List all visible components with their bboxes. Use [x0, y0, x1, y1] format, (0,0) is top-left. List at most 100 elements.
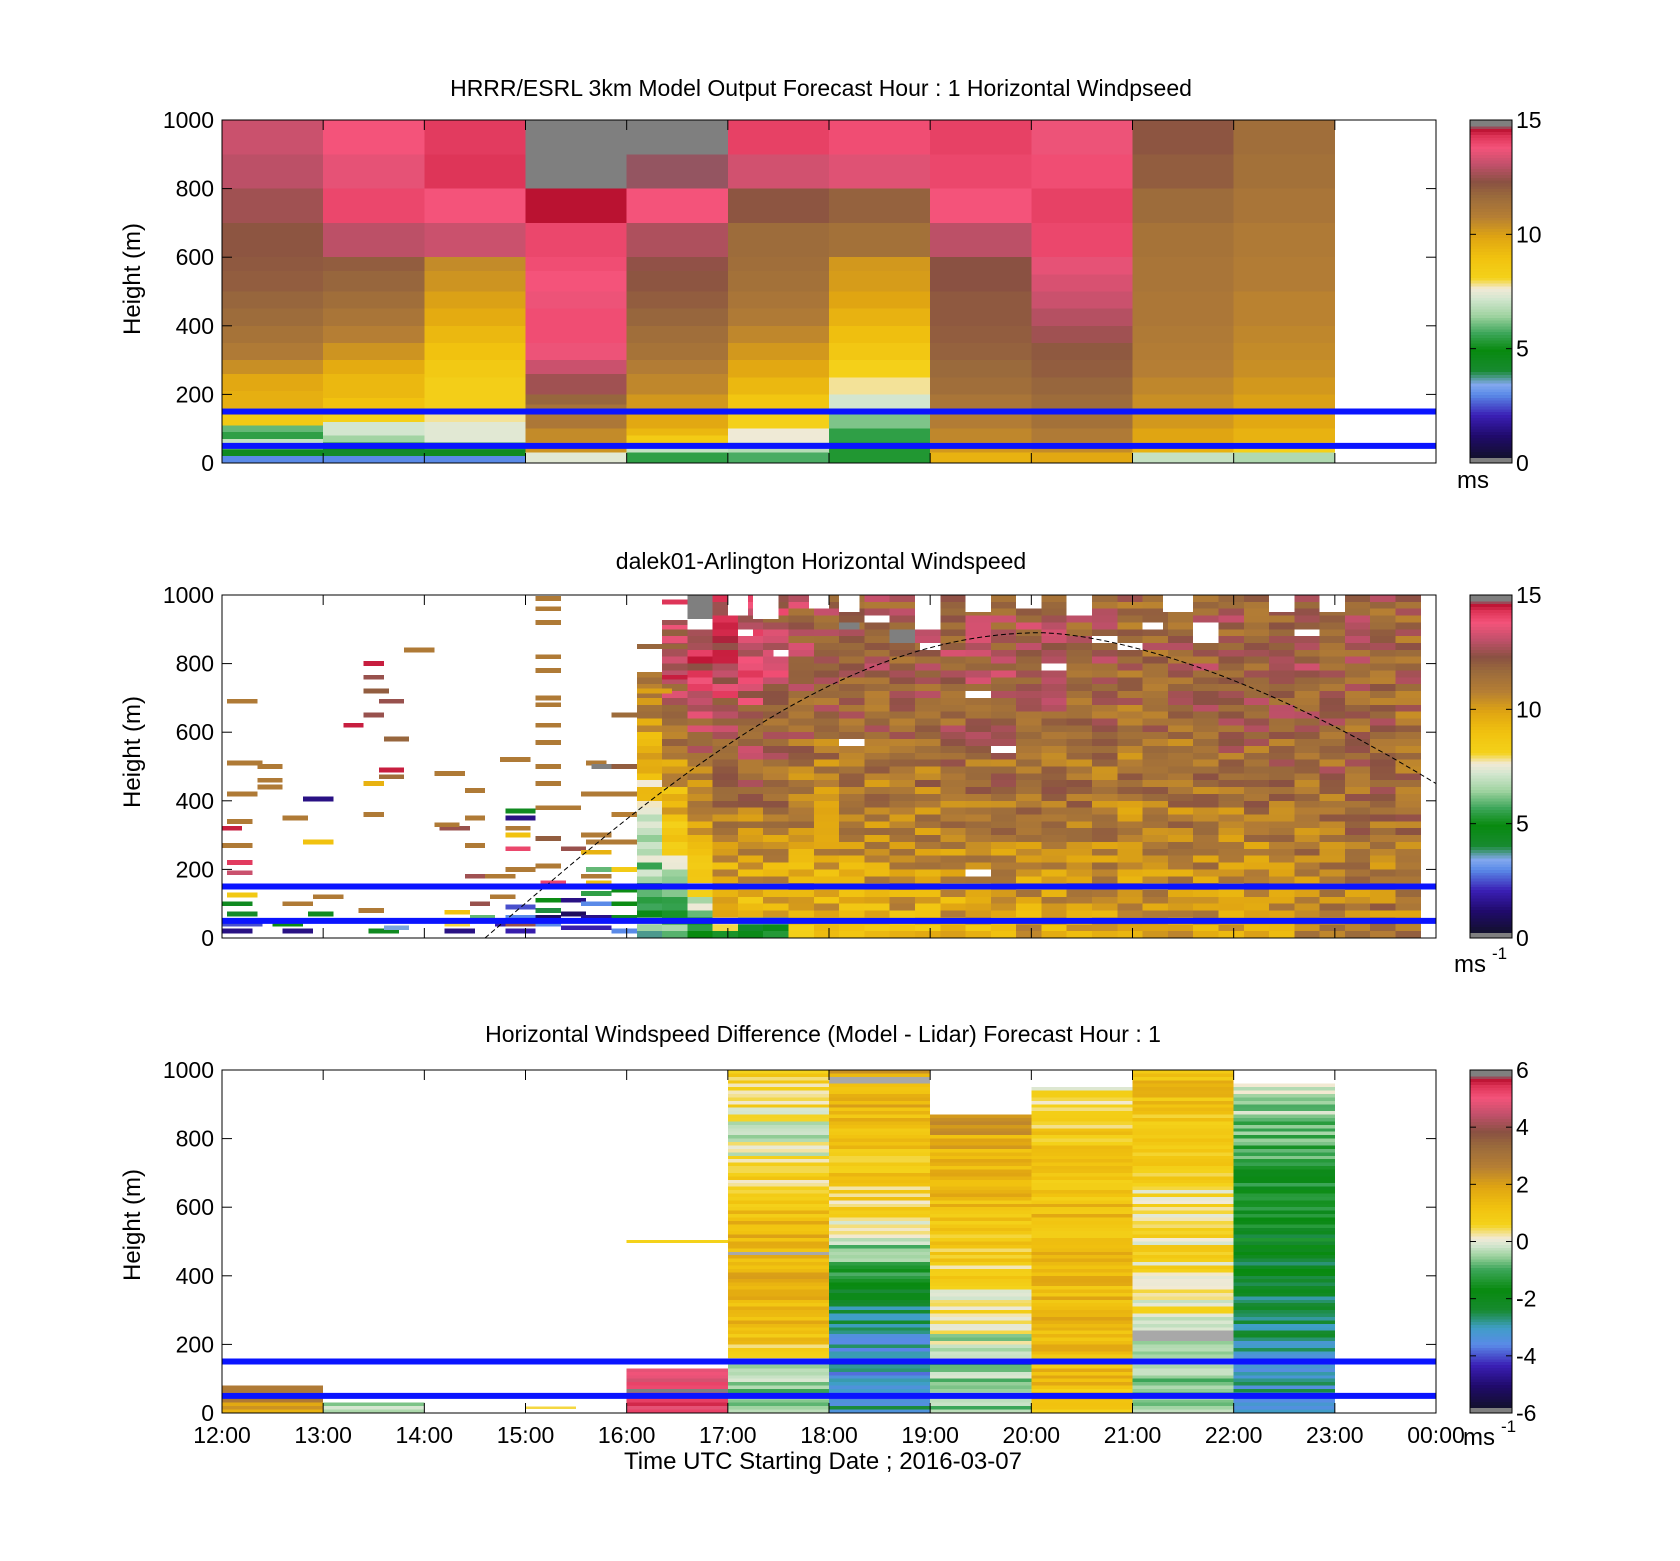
lidar-cell: [1016, 697, 1042, 705]
colorbar-swatch: [1470, 897, 1512, 902]
lidar-cell: [965, 718, 991, 726]
lidar-cell: [1041, 924, 1067, 932]
lidar-cell: [737, 835, 764, 842]
lidar-cell: [788, 739, 814, 746]
difference-cell: [1233, 1190, 1335, 1194]
lidar-sparse-segment: [363, 812, 384, 817]
lidar-sparse-segment: [307, 911, 334, 917]
heatmap-cell: [829, 428, 931, 443]
difference-cell: [829, 1244, 931, 1249]
lidar-cell: [763, 889, 789, 897]
difference-cell: [727, 1344, 829, 1348]
lidar-sparse-segment: [611, 887, 637, 893]
lidar-cell: [940, 608, 966, 616]
lidar-cell: [864, 629, 890, 637]
difference-cell: [930, 1286, 1032, 1290]
lidar-cell: [1395, 649, 1421, 657]
difference-cell: [930, 1214, 1032, 1218]
lidar-cell: [1092, 821, 1118, 829]
lidar-cell: [1319, 821, 1345, 829]
difference-cell: [222, 1385, 324, 1389]
lidar-cell: [1016, 677, 1042, 685]
panel-difference-ylabel: Height (m): [119, 1169, 146, 1281]
difference-cell: [829, 1090, 931, 1095]
lidar-cell: [1243, 862, 1270, 870]
lidar-cell: [1243, 732, 1270, 740]
x-tick-label: 23:00: [1306, 1422, 1364, 1448]
colorbar-swatch: [1470, 237, 1512, 241]
lidar-cell: [1142, 636, 1168, 644]
lidar-cell: [864, 835, 890, 842]
colorbar-swatch: [1470, 197, 1512, 201]
difference-cell: [1132, 1385, 1234, 1389]
colorbar-swatch: [1470, 906, 1512, 911]
lidar-sparse-segment: [358, 908, 384, 913]
lidar-cell: [687, 910, 713, 918]
difference-cell: [1031, 1114, 1133, 1119]
lidar-cell: [662, 773, 688, 781]
colorbar-swatch: [1470, 729, 1512, 733]
difference-cell: [727, 1334, 829, 1338]
lidar-cell: [712, 800, 738, 808]
difference-cell: [1233, 1193, 1335, 1197]
lidar-cell: [1092, 896, 1118, 904]
lidar-cell: [965, 732, 991, 740]
colorbar-swatch: [1470, 1372, 1512, 1377]
difference-cell: [727, 1200, 829, 1204]
colorbar-swatch: [1470, 843, 1512, 848]
lidar-cell: [1016, 691, 1042, 698]
lidar-cell: [1395, 601, 1421, 609]
colorbar-swatch: [1470, 840, 1512, 845]
lidar-cell: [763, 841, 789, 849]
lidar-cell: [889, 835, 915, 842]
colorbar-swatch: [1470, 342, 1512, 347]
lidar-cell: [636, 910, 663, 918]
lidar-cell: [965, 876, 991, 884]
lidar-cell: [990, 629, 1017, 637]
lidar-cell: [1016, 684, 1042, 692]
lidar-cell: [788, 889, 814, 897]
lidar-cell: [1117, 876, 1143, 884]
lidar-cell: [940, 718, 966, 726]
lidar-cell: [712, 931, 738, 938]
lidar-sparse-segment: [469, 901, 491, 907]
lidar-cell: [914, 752, 941, 760]
lidar-cell: [839, 787, 865, 794]
lidar-cell: [1294, 910, 1320, 918]
lidar-cell: [990, 869, 1017, 877]
lidar-sparse-segment: [313, 894, 344, 900]
colorbar-swatch: [1470, 1270, 1512, 1274]
colorbar-swatch: [1470, 242, 1512, 247]
difference-cell: [829, 1289, 931, 1293]
difference-cell: [930, 1255, 1032, 1259]
lidar-cell: [1319, 828, 1345, 836]
lidar-cell: [1193, 643, 1219, 650]
lidar-cell: [914, 855, 941, 863]
colorbar-swatch: [1470, 1212, 1512, 1217]
colorbar-swatch: [1470, 440, 1512, 444]
lidar-cell: [1167, 773, 1194, 781]
lidar-cell: [788, 697, 814, 705]
lidar-cell: [687, 793, 713, 801]
lidar-cell: [1066, 821, 1093, 829]
lidar-cell: [1218, 841, 1244, 849]
colorbar-swatch: [1470, 889, 1512, 893]
difference-cell: [1031, 1399, 1133, 1403]
heatmap-cell: [1031, 377, 1133, 395]
lidar-cell: [1167, 800, 1194, 808]
heatmap-cell: [727, 452, 829, 463]
colorbar-swatch: [1470, 1350, 1512, 1354]
colorbar-swatch: [1470, 1315, 1512, 1320]
lidar-cell: [990, 718, 1017, 726]
lidar-cell: [1344, 752, 1371, 760]
difference-cell: [1132, 1214, 1234, 1218]
lidar-cell: [864, 608, 890, 616]
lidar-cell: [788, 855, 814, 863]
colorbar-swatch: [1470, 800, 1512, 805]
difference-cell: [222, 1399, 324, 1403]
lidar-cell: [1294, 752, 1320, 760]
lidar-cell: [1243, 876, 1270, 884]
difference-cell: [1031, 1296, 1133, 1300]
lidar-cell: [1041, 766, 1067, 774]
lidar-cell: [1041, 752, 1067, 760]
